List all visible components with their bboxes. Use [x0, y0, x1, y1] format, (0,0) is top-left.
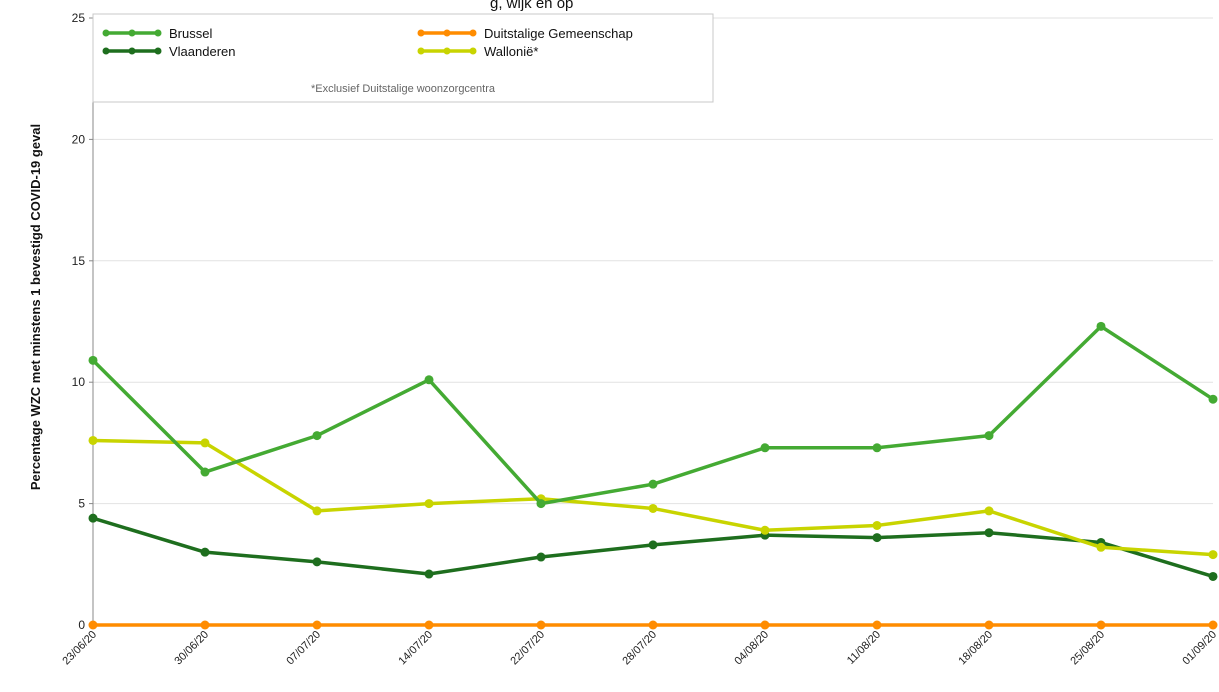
data-point-duitstalige-gemeenschap — [312, 620, 322, 630]
legend-marker-walloni — [443, 47, 451, 55]
legend-marker-walloni — [417, 47, 425, 55]
data-point-duitstalige-gemeenschap — [760, 620, 770, 630]
y-tick-label: 15 — [72, 254, 86, 268]
data-point-vlaanderen — [984, 528, 994, 538]
data-point-brussel — [1096, 321, 1106, 331]
data-point-vlaanderen — [648, 540, 658, 550]
x-tick-label: 01/09/20 — [1180, 629, 1219, 668]
data-point-vlaanderen — [1208, 571, 1218, 581]
data-point-duitstalige-gemeenschap — [200, 620, 210, 630]
legend-marker-brussel — [128, 29, 136, 37]
data-point-duitstalige-gemeenschap — [648, 620, 658, 630]
data-point-walloni — [88, 435, 98, 445]
data-point-walloni — [872, 520, 882, 530]
legend-marker-brussel — [102, 29, 110, 37]
legend-box — [92, 13, 714, 103]
data-point-duitstalige-gemeenschap — [1208, 620, 1218, 630]
data-point-brussel — [88, 355, 98, 365]
data-point-brussel — [424, 375, 434, 385]
legend-marker-walloni — [469, 47, 477, 55]
x-tick-label: 14/07/20 — [396, 629, 435, 668]
data-point-vlaanderen — [872, 533, 882, 543]
data-point-walloni — [984, 506, 994, 516]
legend-footnote: *Exclusief Duitstalige woonzorgcentra — [311, 83, 496, 95]
legend-marker-duitstalige-gemeenschap — [417, 29, 425, 37]
legend-label-brussel: Brussel — [169, 26, 212, 41]
y-tick-label: 20 — [72, 132, 86, 146]
data-point-duitstalige-gemeenschap — [88, 620, 98, 630]
y-tick-label: 25 — [72, 11, 86, 25]
data-point-brussel — [200, 467, 210, 477]
y-tick-label: 5 — [78, 497, 85, 511]
y-tick-label: 10 — [72, 375, 86, 389]
data-point-vlaanderen — [200, 547, 210, 557]
data-point-brussel — [312, 431, 322, 441]
data-point-duitstalige-gemeenschap — [424, 620, 434, 630]
data-point-walloni — [760, 525, 770, 535]
y-axis-title: Percentage WZC met minstens 1 bevestigd … — [28, 124, 43, 490]
data-point-duitstalige-gemeenschap — [984, 620, 994, 630]
axes: 0 5 10 15 20 25 23/06/20 30/06/20 07/07/20 14/07/… — [60, 11, 1219, 667]
legend-label-walloni: Wallonië* — [484, 44, 538, 59]
legend-marker-vlaanderen — [102, 47, 110, 55]
x-tick-label: 28/07/20 — [620, 629, 659, 668]
data-point-brussel — [984, 431, 994, 441]
data-point-brussel — [1208, 394, 1218, 404]
series-layer — [88, 321, 1218, 630]
data-point-brussel — [536, 499, 546, 509]
data-point-brussel — [648, 479, 658, 489]
legend-marker-duitstalige-gemeenschap — [469, 29, 477, 37]
x-tick-label: 22/07/20 — [508, 629, 547, 668]
x-tick-label: 07/07/20 — [284, 629, 323, 668]
data-point-vlaanderen — [424, 569, 434, 579]
data-point-walloni — [424, 499, 434, 509]
x-tick-label: 25/08/20 — [1068, 629, 1107, 668]
data-point-duitstalige-gemeenschap — [536, 620, 546, 630]
legend: Brussel Duitstalige Gemeenschap Vlaanderen… — [92, 13, 714, 103]
data-point-walloni — [648, 503, 658, 513]
data-point-walloni — [312, 506, 322, 516]
data-point-vlaanderen — [88, 513, 98, 523]
chart-title-fragment: g, wijk en op — [490, 0, 573, 12]
data-point-walloni — [1096, 542, 1106, 552]
y-tick-label: 0 — [78, 618, 85, 632]
data-point-walloni — [1208, 550, 1218, 560]
legend-label-vlaanderen: Vlaanderen — [169, 44, 236, 59]
data-point-walloni — [200, 438, 210, 448]
data-point-brussel — [872, 443, 882, 453]
legend-marker-duitstalige-gemeenschap — [443, 29, 451, 37]
x-tick-label: 18/08/20 — [956, 629, 995, 668]
legend-label-duitstalige-gemeenschap: Duitstalige Gemeenschap — [484, 26, 633, 41]
x-tick-label: 30/06/20 — [172, 629, 211, 668]
data-point-brussel — [760, 443, 770, 453]
legend-marker-vlaanderen — [128, 47, 136, 55]
x-tick-label: 04/08/20 — [732, 629, 771, 668]
x-tick-label: 11/08/20 — [845, 629, 883, 667]
data-point-vlaanderen — [536, 552, 546, 562]
gridlines — [93, 17, 1213, 626]
data-point-duitstalige-gemeenschap — [1096, 620, 1106, 630]
data-point-duitstalige-gemeenschap — [872, 620, 882, 630]
legend-marker-vlaanderen — [154, 47, 162, 55]
legend-marker-brussel — [154, 29, 162, 37]
x-tick-label: 23/06/20 — [60, 629, 99, 668]
data-point-vlaanderen — [312, 557, 322, 567]
